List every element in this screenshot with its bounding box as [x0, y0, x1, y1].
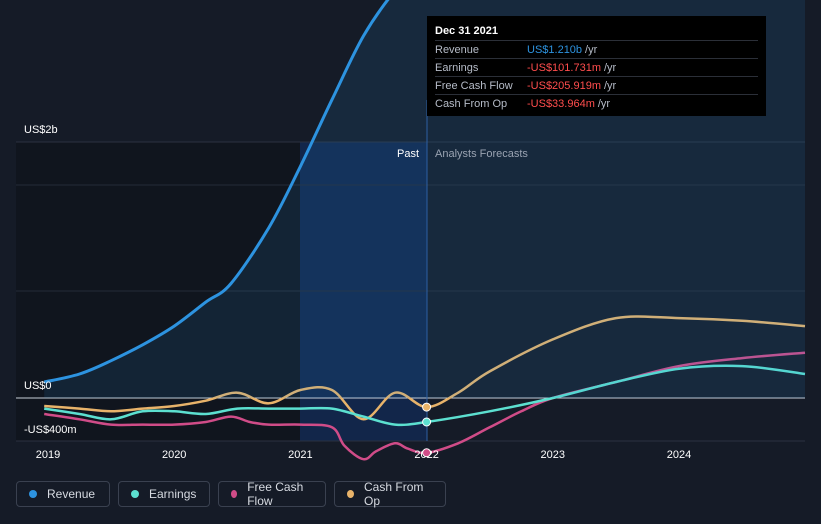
tooltip-unit: /yr	[604, 79, 617, 92]
series-line-cash-from-op	[44, 315, 806, 421]
past-label: Past	[397, 148, 419, 160]
tooltip-label: Earnings	[435, 61, 479, 74]
legend-dot-icon	[29, 490, 37, 498]
tooltip-row-revenue: Revenue US$1.210b /yr	[435, 40, 758, 58]
y-label-bottom: -US$400m	[24, 424, 77, 436]
x-tick-label: 2023	[541, 449, 565, 461]
tooltip-unit: /yr	[597, 97, 611, 110]
chart-legend: Revenue Earnings Free Cash Flow Cash Fro…	[16, 480, 446, 508]
tooltip-date: Dec 31 2021	[435, 25, 498, 37]
tooltip-unit: /yr	[604, 61, 617, 74]
tooltip-label: Revenue	[435, 43, 480, 56]
series-line-earnings	[44, 364, 806, 427]
x-tick-label: 2020	[162, 449, 186, 461]
legend-item-free-cash-flow[interactable]: Free Cash Flow	[218, 480, 326, 508]
tooltip-value: -US$205.919m	[527, 79, 601, 92]
forecast-label: Analysts Forecasts	[435, 148, 528, 160]
legend-label: Earnings	[149, 487, 197, 501]
legend-label: Free Cash Flow	[247, 480, 304, 508]
legend-item-revenue[interactable]: Revenue	[16, 481, 110, 507]
legend-dot-icon	[347, 490, 355, 498]
tooltip-row-free-cash-flow: Free Cash Flow -US$205.919m /yr	[435, 76, 758, 94]
tooltip-value: US$1.210b	[527, 43, 583, 56]
legend-item-cash-from-op[interactable]: Cash From Op	[334, 480, 446, 508]
x-tick-label: 2019	[36, 449, 60, 461]
tooltip-value: -US$101.731m	[527, 61, 601, 74]
tooltip-row-cash-from-op: Cash From Op -US$33.964m /yr	[435, 94, 758, 112]
tooltip-row-earnings: Earnings -US$101.731m /yr	[435, 58, 758, 76]
tooltip-unit: /yr	[585, 43, 598, 56]
legend-dot-icon	[231, 490, 238, 498]
legend-label: Cash From Op	[364, 480, 424, 508]
y-label-zero: US$0	[24, 380, 52, 392]
legend-label: Revenue	[47, 487, 96, 501]
hover-marker-free-cash-flow	[422, 448, 432, 458]
tooltip-value: -US$33.964m	[527, 97, 595, 110]
tooltip-label: Free Cash Flow	[435, 79, 513, 92]
legend-dot-icon	[131, 490, 139, 498]
legend-item-earnings[interactable]: Earnings	[118, 481, 210, 507]
hover-tooltip: Dec 31 2021 Revenue US$1.210b /yr Earnin…	[427, 16, 766, 116]
series-line-revenue	[43, 0, 390, 384]
hover-marker-cash-from-op	[422, 402, 432, 412]
tooltip-label: Cash From Op	[435, 97, 508, 110]
x-tick-label: 2024	[667, 449, 691, 461]
hover-marker-earnings	[422, 417, 432, 427]
x-tick-label: 2021	[288, 449, 312, 461]
y-label-top: US$2b	[24, 124, 58, 136]
